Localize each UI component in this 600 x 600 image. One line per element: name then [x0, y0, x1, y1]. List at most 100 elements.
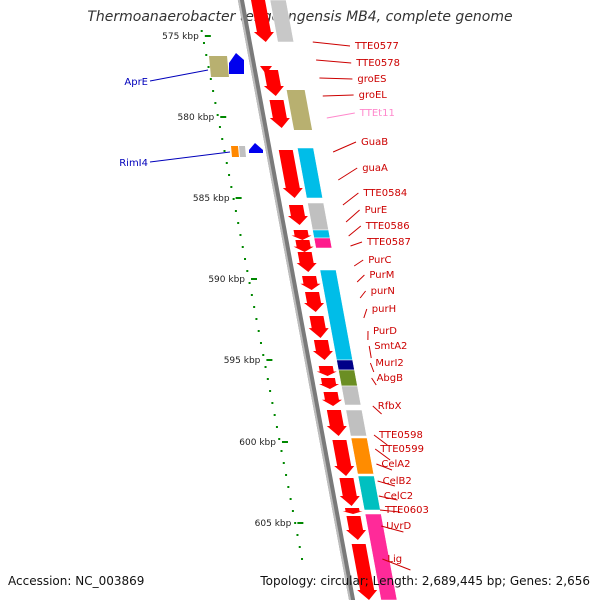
gene-arrow: [339, 478, 360, 506]
regulator-label: AprE: [124, 77, 148, 88]
ruler-dot: [225, 162, 228, 164]
ruler-dot: [264, 366, 267, 368]
gene-arrow: [251, 0, 274, 42]
ruler-tick-label: 595 kbp: [224, 356, 261, 366]
cog-segment: [312, 229, 331, 239]
ruler-dot: [255, 318, 258, 320]
gene-arrow: [291, 230, 312, 240]
gene-arrow: [321, 392, 342, 406]
ruler-dot: [221, 138, 224, 140]
gene-label: TTEt11: [359, 108, 395, 119]
cog-segment: [338, 369, 358, 387]
gene-label: groES: [357, 74, 386, 85]
gene-label: purN: [371, 286, 395, 297]
cog-segment: [307, 202, 329, 231]
ruler-dot: [253, 306, 256, 308]
ruler-dot: [205, 54, 208, 56]
accession-text: Accession: NC_003869: [8, 574, 145, 588]
cog-segment: [364, 513, 398, 600]
gene-label: UvrD: [386, 521, 411, 532]
gene-arrow: [293, 240, 314, 252]
ruler-tick-label: 575 kbp: [162, 32, 199, 42]
gene-label: Lig: [387, 554, 402, 565]
map-title: Thermoanaerobacter tengcongensis MB4, co…: [87, 9, 513, 25]
gene-label: CelC2: [384, 491, 413, 502]
ruler-dot: [291, 510, 294, 512]
leader-line: [356, 274, 365, 283]
leader-line: [382, 558, 411, 571]
gene-arrow: [260, 66, 272, 74]
leader-line: [379, 509, 400, 513]
gene-label: TTE0586: [365, 221, 410, 232]
gene-label: RfbX: [378, 401, 402, 412]
gene-label: TTE0577: [354, 41, 399, 52]
ruler-dot: [214, 102, 217, 104]
ruler-dot: [289, 498, 292, 500]
gene-label: TTE0578: [355, 58, 400, 69]
gene-label: groEL: [359, 90, 388, 101]
cog-segment: [286, 90, 313, 130]
ruler-dot: [241, 246, 244, 248]
gene-arrow: [300, 276, 321, 290]
ruler-dot: [250, 294, 253, 296]
regulator-gene-arrow: [249, 143, 263, 153]
leader-line: [369, 362, 375, 373]
leader-line: [332, 141, 357, 153]
ruler-dot: [294, 522, 297, 524]
leader-line: [342, 192, 359, 206]
ruler-tick-label: 580 kbp: [178, 113, 215, 123]
ruler-dot: [209, 78, 212, 80]
ruler-dot: [230, 186, 233, 188]
ruler-dot: [287, 486, 290, 488]
ruler-dot: [237, 222, 240, 224]
ruler-dot: [212, 90, 215, 92]
cog-segment: [209, 56, 229, 77]
leader-line: [372, 405, 382, 415]
leader-line: [374, 448, 391, 461]
cog-segment: [239, 146, 246, 157]
gene-arrow: [316, 366, 337, 376]
gene-label: CelA2: [381, 459, 410, 470]
leader-line: [322, 94, 354, 97]
gene-arrow: [312, 340, 333, 360]
leader-line: [368, 345, 372, 359]
gene-label: TTE0603: [384, 505, 429, 516]
genome-stats-text: Topology: circular; Length: 2,689,445 bp…: [260, 574, 590, 588]
backbone-highlight: [237, 0, 352, 600]
ruler-dot: [228, 174, 231, 176]
cog-segment: [350, 437, 374, 475]
ruler-dot: [239, 234, 242, 236]
ruler-dot: [216, 114, 219, 116]
ruler-dot: [246, 270, 249, 272]
gene-label: SmtA2: [374, 341, 407, 352]
kbp-ruler: 575 kbp 580 kbp 585 kbp 590 kbp 595 kbp 600 k…: [162, 30, 304, 560]
leader-line: [338, 167, 358, 181]
gene-label: PurM: [369, 270, 394, 281]
cog-segment: [269, 0, 295, 43]
leader-line: [149, 69, 209, 82]
ruler-dot: [266, 378, 269, 380]
ruler-dot: [275, 426, 278, 428]
gene-label: PurE: [365, 205, 388, 216]
ruler-dot: [278, 438, 281, 440]
ruler-dot: [282, 462, 285, 464]
ruler-dot: [259, 342, 262, 344]
leader-line: [359, 290, 366, 299]
ruler-dot: [232, 198, 235, 200]
cog-track: [269, 0, 398, 600]
ruler-dot: [244, 258, 247, 260]
ruler-tick-label: 605 kbp: [255, 519, 292, 529]
regulator-gene-arrow: [229, 53, 244, 74]
gene-labels: TTE0577 TTE0578 groES groEL TTEt11 GuaB guaA TT…: [312, 41, 429, 571]
gene-label: PurC: [368, 255, 391, 266]
gene-arrow: [278, 150, 303, 198]
ruler-dot: [280, 450, 283, 452]
leader-line: [345, 209, 360, 223]
leader-line: [353, 259, 364, 267]
genome-backbone: [237, 0, 356, 600]
ruler-dot: [273, 414, 276, 416]
ruler-dot: [200, 30, 203, 32]
ruler-dot: [207, 66, 210, 68]
leader-line: [371, 377, 377, 386]
